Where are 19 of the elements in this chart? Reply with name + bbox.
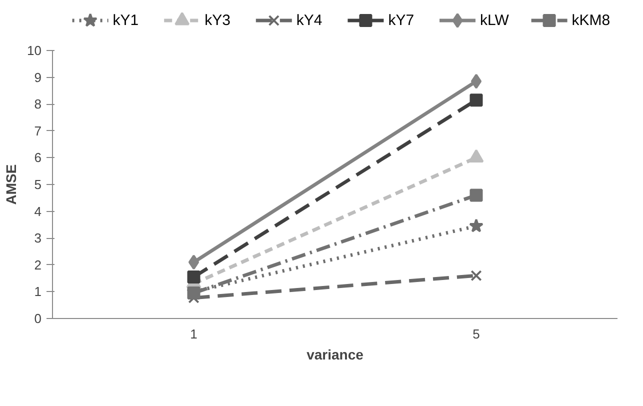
y-axis-title: AMSE bbox=[3, 164, 20, 205]
y-tick-label: 10 bbox=[27, 43, 42, 58]
y-tick-label: 9 bbox=[34, 70, 42, 85]
y-tick-label: 8 bbox=[34, 96, 42, 112]
legend-label: kKM8 bbox=[572, 12, 610, 29]
y-tick-label: 2 bbox=[34, 257, 42, 272]
y-tick-label: 7 bbox=[34, 123, 42, 138]
legend-label: kY1 bbox=[112, 12, 139, 29]
legend-label: kY3 bbox=[204, 12, 230, 29]
y-tick-label: 5 bbox=[34, 177, 42, 192]
legend-label: kY4 bbox=[296, 12, 322, 29]
legend-label: kLW bbox=[480, 12, 510, 29]
y-tick-label: 4 bbox=[34, 204, 42, 219]
y-tick-label: 3 bbox=[34, 230, 42, 246]
x-axis-title: variance bbox=[306, 346, 364, 362]
y-tick-label: 0 bbox=[34, 311, 42, 326]
y-tick-label: 6 bbox=[34, 150, 42, 166]
y-tick-label: 1 bbox=[34, 284, 42, 300]
legend-label: kY7 bbox=[388, 12, 414, 29]
